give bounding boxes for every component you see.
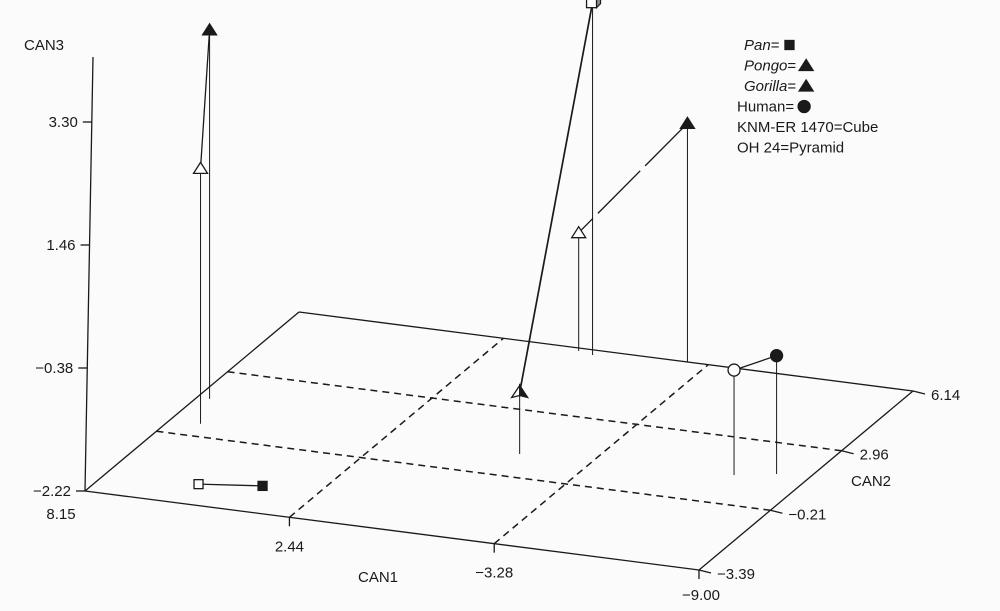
legend-suffix: = <box>787 58 796 75</box>
floor-left-edge <box>84 311 300 492</box>
pan-open-marker <box>193 479 204 490</box>
floor-back-edge <box>298 311 914 392</box>
can3-tick-label: −0.38 <box>35 360 73 377</box>
can2-tick-label: 2.96 <box>860 447 889 464</box>
can1-tick-label: −3.28 <box>475 565 513 582</box>
legend-suffix: = <box>771 37 780 54</box>
axes <box>76 56 926 579</box>
legend-label: OH 24 <box>737 140 780 157</box>
can1-axis-title: CAN1 <box>358 569 398 586</box>
can2-tick-0 <box>698 569 712 574</box>
pan-filled-marker <box>257 480 268 492</box>
cube-face <box>585 0 598 9</box>
can1-tick-label: −9.00 <box>682 587 720 604</box>
oh-24-marker <box>510 383 530 399</box>
data-points <box>192 0 784 492</box>
connector-lines <box>198 2 777 487</box>
can2-tick-label: 6.14 <box>931 387 960 404</box>
drop-lines <box>200 2 778 476</box>
can3-axis-line <box>84 56 94 492</box>
legend-suffix: = <box>787 78 796 95</box>
grid-line-can2-0 <box>156 430 771 512</box>
axis-titles: CAN3 CAN1 CAN2 <box>24 37 891 586</box>
can2-tick-1 <box>770 509 783 514</box>
pan-connector <box>198 483 263 487</box>
pyramid-face <box>510 383 521 399</box>
can3-tick-label: −2.22 <box>33 483 71 500</box>
human-open-marker <box>727 363 741 377</box>
pongo-filled-marker <box>201 22 218 36</box>
pongo-connector <box>199 29 211 169</box>
can1-axis-line <box>84 490 700 571</box>
can2-tick-label: −0.21 <box>788 506 826 523</box>
legend-label: Gorilla <box>744 78 787 95</box>
legend-triangle-icon <box>797 58 815 72</box>
legend-item-pongo: Pongo = <box>744 58 815 75</box>
legend: Pan =Pongo =Gorilla =Human =KNM-ER 1470 =Cube… <box>737 37 878 157</box>
can2-axis-title: CAN2 <box>851 473 891 490</box>
can3-tick-label: 1.46 <box>46 237 75 254</box>
floor-grid <box>156 337 842 545</box>
human-filled-marker <box>769 349 784 363</box>
gorilla-connector <box>578 122 688 234</box>
can1-tick-label: 2.44 <box>275 538 304 555</box>
legend-item-gorilla: Gorilla = <box>744 78 815 95</box>
legend-item-pan: Pan = <box>744 37 795 54</box>
legend-suffix: = <box>785 99 794 116</box>
knm-er-1470-marker <box>585 0 602 10</box>
can2-axis-line <box>698 390 914 571</box>
pongo-open-marker <box>192 161 209 175</box>
can2-tick-2 <box>841 450 854 455</box>
legend-circle-icon <box>797 99 811 114</box>
legend-item-oh-24: OH 24 =Pyramid <box>737 140 844 157</box>
legend-suffix: =Pyramid <box>780 140 844 157</box>
legend-square-icon <box>784 39 795 51</box>
fossil-connector <box>518 2 594 393</box>
legend-label: Human <box>737 99 785 116</box>
pyramid-side <box>519 383 530 399</box>
gorilla-open-marker <box>570 225 587 239</box>
legend-item-human: Human = <box>737 99 811 116</box>
grid-line-can1-0 <box>288 337 504 518</box>
can2-tick-label: −3.39 <box>717 566 755 583</box>
can1-tick-label: 8.15 <box>46 506 75 523</box>
cube-side <box>595 0 602 10</box>
legend-label: KNM-ER 1470 <box>737 119 834 136</box>
grid-line-can2-1 <box>227 370 842 452</box>
can3-axis-title: CAN3 <box>24 37 64 54</box>
can2-tick-3 <box>912 390 926 395</box>
human-connector <box>733 355 777 371</box>
legend-label: Pan <box>744 37 771 54</box>
gorilla-filled-marker <box>679 116 696 129</box>
grid-line-can1-1 <box>493 364 709 545</box>
legend-label: Pongo <box>744 58 787 75</box>
legend-item-knm-er-1470: KNM-ER 1470 =Cube <box>737 119 878 136</box>
legend-triangle-icon <box>797 78 815 92</box>
can3-tick-label: 3.30 <box>49 114 78 131</box>
legend-suffix: =Cube <box>834 119 879 136</box>
tick-labels: −2.22 −0.38 1.46 3.30 8.15 2.44 −3.28 −9.00 −3.3… <box>33 114 960 604</box>
